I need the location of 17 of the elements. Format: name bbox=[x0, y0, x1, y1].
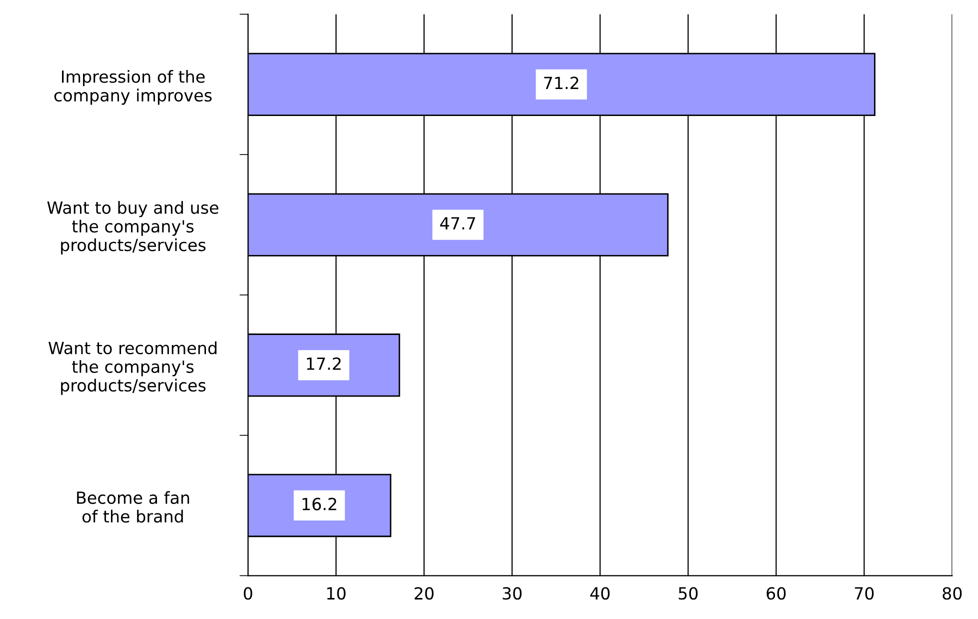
data-label: 17.2 bbox=[306, 357, 341, 370]
x-tick-label: 30 bbox=[502, 587, 522, 600]
data-label: 71.2 bbox=[544, 76, 578, 90]
y-tick-label: Become a fan of the brand bbox=[77, 491, 190, 523]
y-tick-label: Want to buy and use the company's products/services bbox=[47, 201, 218, 254]
x-tick-label: 60 bbox=[766, 587, 786, 600]
data-label: 47.7 bbox=[440, 217, 476, 230]
x-tick-label: 10 bbox=[327, 587, 346, 600]
x-tick-label: 40 bbox=[590, 587, 610, 600]
x-tick-label: 0 bbox=[244, 587, 252, 600]
data-label: 16.2 bbox=[302, 498, 336, 510]
x-tick-label: 80 bbox=[942, 587, 962, 600]
x-tick-label: 20 bbox=[414, 587, 434, 600]
x-tick-label: 70 bbox=[854, 587, 874, 600]
x-tick-label: 50 bbox=[678, 587, 698, 600]
y-tick-label: Impression of the company improves bbox=[54, 70, 212, 105]
y-tick-label: Want to recommend the company's products/services bbox=[48, 341, 216, 395]
